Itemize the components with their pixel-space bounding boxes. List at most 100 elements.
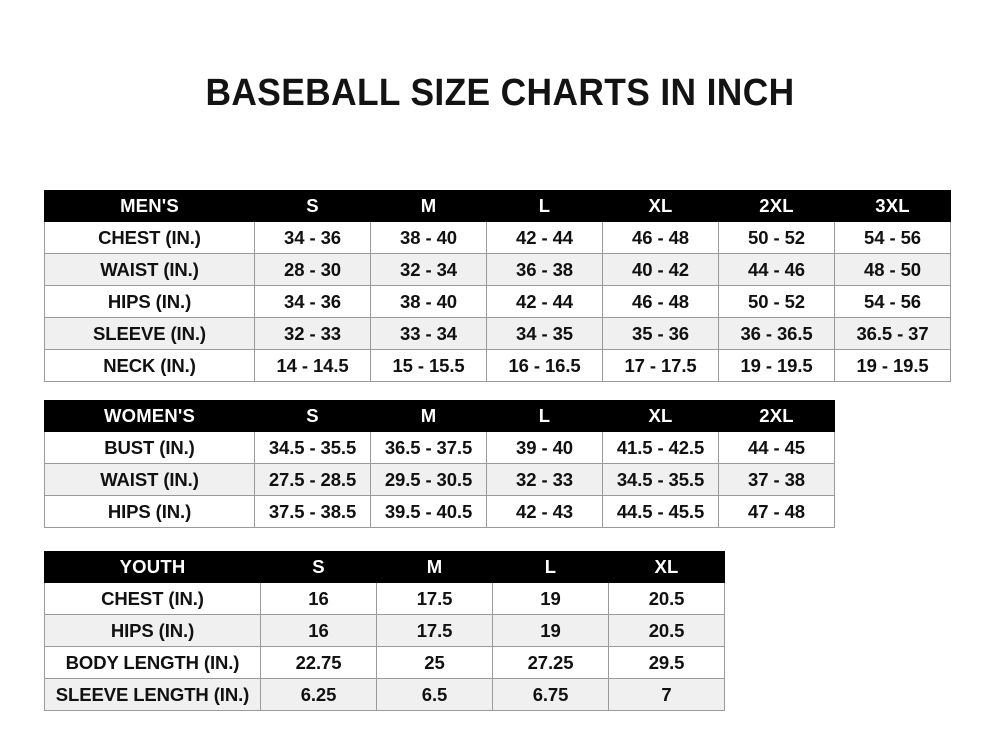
measurement-cell: 54 - 56 [834,221,951,254]
table-row: HIPS (IN.) 16 17.5 19 20.5 [44,614,725,647]
measurement-cell: 44 - 45 [718,431,835,464]
measurement-cell: 35 - 36 [602,317,719,350]
table-row: WAIST (IN.) 27.5 - 28.5 29.5 - 30.5 32 -… [44,463,835,496]
measurement-cell: 25 [376,646,493,679]
row-label: BODY LENGTH (IN.) [44,646,261,679]
measurement-cell: 15 - 15.5 [370,349,487,382]
row-label: WAIST (IN.) [44,253,255,286]
youth-size-table: YOUTH S M L XL CHEST (IN.) 16 17.5 19 20… [44,551,725,711]
table-row: WAIST (IN.) 28 - 30 32 - 34 36 - 38 40 -… [44,253,951,286]
measurement-cell: 6.25 [260,678,377,711]
measurement-cell: 22.75 [260,646,377,679]
row-label: SLEEVE (IN.) [44,317,255,350]
measurement-cell: 46 - 48 [602,221,719,254]
measurement-cell: 47 - 48 [718,495,835,528]
column-header-size: 2XL [718,400,835,432]
measurement-cell: 39.5 - 40.5 [370,495,487,528]
measurement-cell: 33 - 34 [370,317,487,350]
measurement-cell: 48 - 50 [834,253,951,286]
measurement-cell: 34 - 36 [254,221,371,254]
measurement-cell: 38 - 40 [370,285,487,318]
table-row: CHEST (IN.) 16 17.5 19 20.5 [44,582,725,615]
measurement-cell: 37.5 - 38.5 [254,495,371,528]
measurement-cell: 19 [492,582,609,615]
mens-size-table: MEN'S S M L XL 2XL 3XL CHEST (IN.) 34 - … [44,190,951,382]
measurement-cell: 28 - 30 [254,253,371,286]
measurement-cell: 39 - 40 [486,431,603,464]
table-row: CHEST (IN.) 34 - 36 38 - 40 42 - 44 46 -… [44,221,951,254]
column-header-size: XL [608,551,725,583]
measurement-cell: 20.5 [608,582,725,615]
column-header-size: M [376,551,493,583]
measurement-cell: 44 - 46 [718,253,835,286]
measurement-cell: 36 - 36.5 [718,317,835,350]
measurement-cell: 46 - 48 [602,285,719,318]
row-label: WAIST (IN.) [44,463,255,496]
measurement-cell: 17 - 17.5 [602,349,719,382]
measurement-cell: 19 - 19.5 [718,349,835,382]
column-header-size: XL [602,400,719,432]
measurement-cell: 36.5 - 37.5 [370,431,487,464]
measurement-cell: 16 [260,614,377,647]
column-header-size: L [492,551,609,583]
measurement-cell: 27.25 [492,646,609,679]
measurement-cell: 44.5 - 45.5 [602,495,719,528]
measurement-cell: 32 - 33 [254,317,371,350]
row-label: CHEST (IN.) [44,221,255,254]
measurement-cell: 34.5 - 35.5 [254,431,371,464]
row-label: HIPS (IN.) [44,614,261,647]
table-row: SLEEVE LENGTH (IN.) 6.25 6.5 6.75 7 [44,678,725,711]
table-header-row: WOMEN'S S M L XL 2XL [44,400,835,432]
table-corner-label: MEN'S [44,190,255,222]
measurement-cell: 19 [492,614,609,647]
table-header-row: MEN'S S M L XL 2XL 3XL [44,190,951,222]
measurement-cell: 37 - 38 [718,463,835,496]
measurement-cell: 32 - 34 [370,253,487,286]
table-row: BUST (IN.) 34.5 - 35.5 36.5 - 37.5 39 - … [44,431,835,464]
measurement-cell: 27.5 - 28.5 [254,463,371,496]
measurement-cell: 6.75 [492,678,609,711]
column-header-size: 2XL [718,190,835,222]
column-header-size: S [260,551,377,583]
column-header-size: L [486,400,603,432]
row-label: CHEST (IN.) [44,582,261,615]
womens-size-table: WOMEN'S S M L XL 2XL BUST (IN.) 34.5 - 3… [44,400,835,528]
column-header-size: M [370,190,487,222]
measurement-cell: 14 - 14.5 [254,349,371,382]
measurement-cell: 29.5 - 30.5 [370,463,487,496]
measurement-cell: 16 [260,582,377,615]
measurement-cell: 36 - 38 [486,253,603,286]
column-header-size: L [486,190,603,222]
mens-size-chart-block: MEN'S S M L XL 2XL 3XL CHEST (IN.) 34 - … [44,190,951,382]
page-title: BASEBALL SIZE CHARTS IN INCH [205,72,795,114]
measurement-cell: 42 - 43 [486,495,603,528]
measurement-cell: 32 - 33 [486,463,603,496]
column-header-size: 3XL [834,190,951,222]
measurement-cell: 34 - 36 [254,285,371,318]
measurement-cell: 16 - 16.5 [486,349,603,382]
measurement-cell: 41.5 - 42.5 [602,431,719,464]
column-header-size: S [254,190,371,222]
measurement-cell: 34.5 - 35.5 [602,463,719,496]
table-header-row: YOUTH S M L XL [44,551,725,583]
column-header-size: XL [602,190,719,222]
measurement-cell: 17.5 [376,614,493,647]
row-label: HIPS (IN.) [44,495,255,528]
measurement-cell: 20.5 [608,614,725,647]
row-label: SLEEVE LENGTH (IN.) [44,678,261,711]
measurement-cell: 50 - 52 [718,221,835,254]
column-header-size: M [370,400,487,432]
measurement-cell: 42 - 44 [486,221,603,254]
table-row: HIPS (IN.) 37.5 - 38.5 39.5 - 40.5 42 - … [44,495,835,528]
table-row: BODY LENGTH (IN.) 22.75 25 27.25 29.5 [44,646,725,679]
row-label: HIPS (IN.) [44,285,255,318]
measurement-cell: 42 - 44 [486,285,603,318]
measurement-cell: 38 - 40 [370,221,487,254]
measurement-cell: 54 - 56 [834,285,951,318]
table-corner-label: YOUTH [44,551,261,583]
measurement-cell: 7 [608,678,725,711]
measurement-cell: 6.5 [376,678,493,711]
measurement-cell: 40 - 42 [602,253,719,286]
column-header-size: S [254,400,371,432]
